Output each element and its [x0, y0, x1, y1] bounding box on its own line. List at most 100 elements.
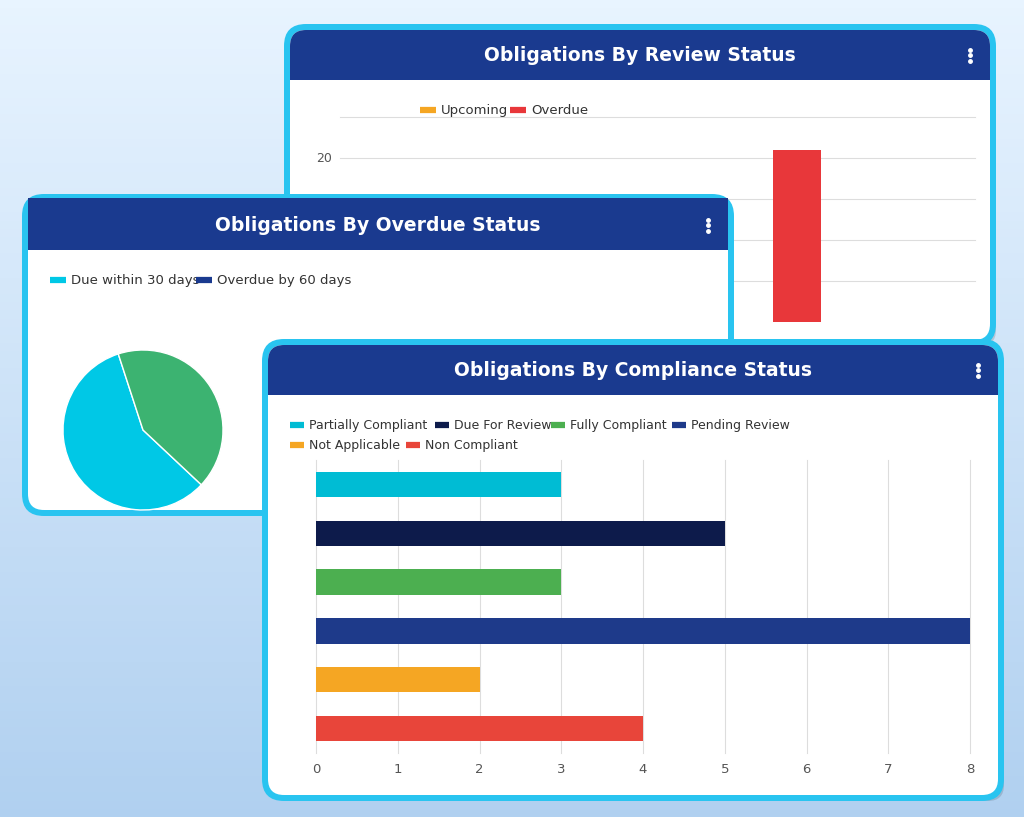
Bar [0, 302, 1024, 310]
FancyBboxPatch shape [290, 30, 990, 80]
Bar [0, 270, 1024, 278]
FancyBboxPatch shape [28, 200, 728, 510]
FancyBboxPatch shape [296, 36, 996, 346]
Bar [0, 221, 1024, 229]
Bar [0, 196, 1024, 204]
Bar [0, 735, 1024, 743]
Bar [0, 572, 1024, 580]
Text: Not Applicable: Not Applicable [309, 439, 400, 452]
Bar [0, 556, 1024, 564]
Bar [773, 150, 821, 322]
Bar [0, 580, 1024, 588]
Bar [316, 569, 561, 595]
Bar [0, 106, 1024, 114]
Bar [0, 155, 1024, 163]
Bar [0, 25, 1024, 33]
Bar [0, 41, 1024, 49]
Bar [0, 408, 1024, 417]
Bar [0, 8, 1024, 16]
Bar [0, 82, 1024, 90]
Bar [0, 596, 1024, 605]
Bar [0, 131, 1024, 139]
Text: Upcoming: Upcoming [441, 104, 508, 117]
Bar [0, 400, 1024, 408]
Text: 0: 0 [312, 763, 321, 776]
Bar [0, 57, 1024, 65]
Bar [0, 466, 1024, 474]
FancyBboxPatch shape [34, 206, 734, 516]
Bar [290, 55, 990, 80]
FancyBboxPatch shape [22, 194, 734, 516]
Bar [316, 667, 479, 693]
Bar [316, 520, 725, 546]
Text: 6: 6 [803, 763, 811, 776]
Bar [0, 645, 1024, 654]
Bar [316, 471, 561, 497]
Text: 5: 5 [721, 763, 729, 776]
Bar [316, 716, 643, 741]
Bar [0, 498, 1024, 507]
Bar [0, 515, 1024, 523]
Text: Due within 30 days: Due within 30 days [71, 274, 200, 287]
Bar [0, 278, 1024, 286]
Bar [0, 253, 1024, 261]
Bar [0, 90, 1024, 98]
Bar [0, 351, 1024, 359]
Bar [0, 417, 1024, 425]
Bar [0, 760, 1024, 768]
Bar [0, 792, 1024, 801]
Bar [0, 204, 1024, 212]
Text: Obligations By Overdue Status: Obligations By Overdue Status [215, 216, 541, 234]
FancyBboxPatch shape [268, 345, 998, 795]
Text: Due within 30 days: Due within 30 days [71, 274, 200, 287]
Bar [0, 433, 1024, 441]
Bar [0, 368, 1024, 376]
Bar [0, 539, 1024, 547]
Bar [0, 474, 1024, 482]
Text: Pending Review: Pending Review [691, 418, 791, 431]
Text: Obligations By Compliance Status: Obligations By Compliance Status [454, 360, 812, 380]
Bar [0, 327, 1024, 335]
Bar [0, 392, 1024, 400]
Bar [0, 670, 1024, 678]
Bar [0, 180, 1024, 188]
Text: Obligations By Review Status: Obligations By Review Status [484, 46, 796, 65]
Bar [0, 809, 1024, 817]
Bar [268, 370, 998, 395]
Bar [0, 458, 1024, 466]
Text: Overdue by 60 days: Overdue by 60 days [217, 274, 351, 287]
FancyBboxPatch shape [268, 345, 998, 395]
Bar [0, 482, 1024, 490]
Bar [0, 245, 1024, 253]
Bar [0, 172, 1024, 180]
Bar [0, 588, 1024, 596]
Text: Partially Compliant: Partially Compliant [309, 418, 427, 431]
Bar [0, 425, 1024, 433]
Bar [28, 225, 728, 250]
Bar [0, 261, 1024, 270]
Text: 8: 8 [966, 763, 974, 776]
Bar [0, 294, 1024, 302]
Bar [0, 65, 1024, 74]
FancyBboxPatch shape [28, 200, 728, 250]
FancyBboxPatch shape [284, 24, 996, 346]
Bar [0, 654, 1024, 662]
Bar [0, 523, 1024, 531]
Bar [0, 605, 1024, 613]
Bar [0, 319, 1024, 327]
Wedge shape [63, 354, 202, 510]
Bar [0, 114, 1024, 123]
Bar [0, 719, 1024, 727]
Text: 4: 4 [639, 763, 647, 776]
Bar [0, 637, 1024, 645]
Bar [0, 147, 1024, 155]
Bar [0, 286, 1024, 294]
Text: Fully Compliant: Fully Compliant [569, 418, 667, 431]
Text: Obligations By Overdue Status: Obligations By Overdue Status [215, 216, 541, 234]
Bar [0, 507, 1024, 515]
Text: Due For Review: Due For Review [454, 418, 552, 431]
Bar [0, 801, 1024, 809]
Bar [0, 163, 1024, 172]
Wedge shape [119, 350, 223, 484]
Bar [0, 613, 1024, 621]
